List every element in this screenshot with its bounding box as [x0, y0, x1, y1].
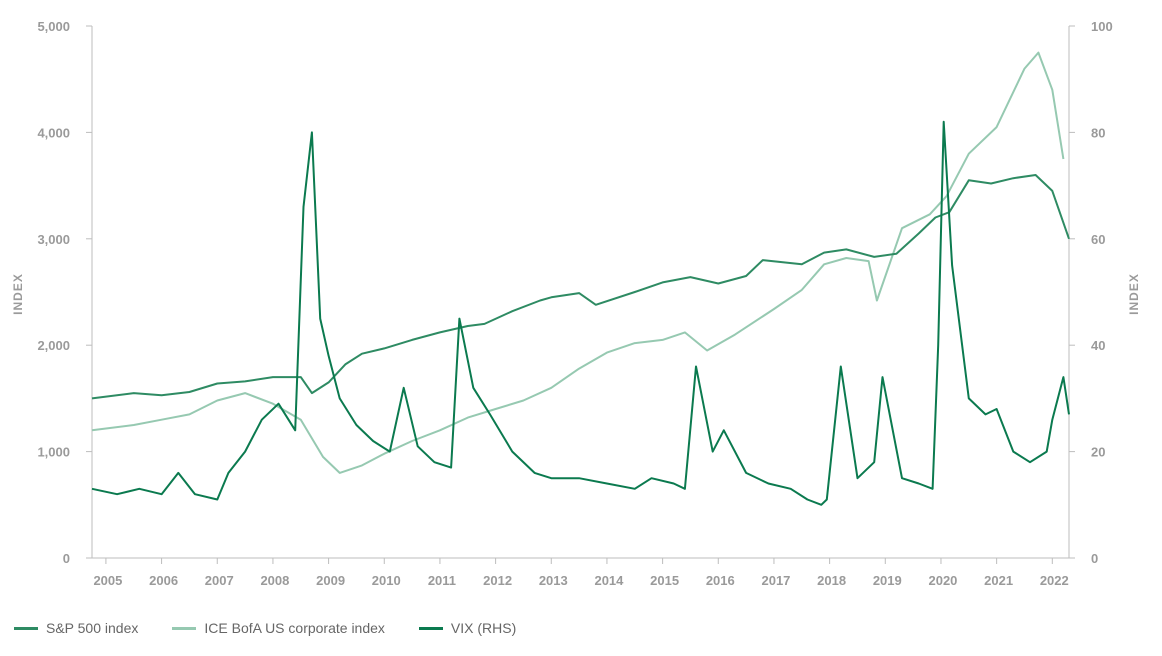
- x-tick-label: 2016: [706, 573, 735, 588]
- x-tick-label: 2014: [594, 573, 624, 588]
- x-tick-label: 2022: [1040, 573, 1069, 588]
- legend-item-corporate: ICE BofA US corporate index: [172, 620, 385, 636]
- x-tick-label: 2006: [149, 573, 178, 588]
- series-vix-line: [91, 120, 1070, 506]
- x-tick-label: 2011: [428, 573, 456, 588]
- y-axis-left-ticks: 0 1,000 2,000 3,000 4,000 5,000: [37, 19, 92, 566]
- x-tick-label: 2019: [873, 573, 902, 588]
- x-tick-label: 2010: [372, 573, 401, 588]
- y-right-tick-label: 60: [1091, 232, 1105, 247]
- y-axis-right-title: INDEX: [1127, 273, 1141, 315]
- y-left-tick-label: 5,000: [37, 19, 70, 34]
- x-tick-label: 2013: [539, 573, 568, 588]
- y-left-tick-label: 2,000: [37, 338, 70, 353]
- y-right-tick-label: 80: [1091, 125, 1105, 140]
- x-tick-label: 2009: [316, 573, 345, 588]
- x-tick-label: 2008: [260, 573, 289, 588]
- x-tick-label: 2020: [928, 573, 957, 588]
- legend-label-sp500: S&P 500 index: [46, 620, 139, 636]
- series-sp500-line: [91, 174, 1070, 400]
- y-axis-right-ticks: 0 20 40 60 80 100: [1069, 19, 1113, 566]
- y-right-tick-label: 0: [1091, 551, 1098, 566]
- y-right-tick-label: 20: [1091, 445, 1105, 460]
- y-left-tick-label: 1,000: [37, 445, 70, 460]
- y-right-tick-label: 40: [1091, 338, 1105, 353]
- legend-item-vix: VIX (RHS): [418, 620, 517, 636]
- series-layer: [91, 51, 1070, 506]
- y-left-tick-label: 0: [63, 551, 70, 566]
- y-left-tick-label: 4,000: [37, 125, 70, 140]
- x-tick-label: 2012: [483, 573, 512, 588]
- x-tick-label: 2021: [984, 573, 1013, 588]
- x-axis-ticks: 2005 2006 2007 2008 2009 2010 2011 2012 2013 2014…: [93, 558, 1069, 588]
- legend-swatch-corporate: [172, 626, 197, 630]
- legend-label-vix: VIX (RHS): [450, 620, 517, 636]
- legend: S&P 500 index ICE BofA US corporate inde…: [14, 620, 516, 636]
- series-corporate-line: [91, 51, 1065, 474]
- x-tick-label: 2017: [761, 573, 790, 588]
- x-tick-label: 2005: [93, 573, 122, 588]
- y-left-tick-label: 3,000: [37, 232, 70, 247]
- legend-item-sp500: S&P 500 index: [14, 620, 138, 636]
- x-tick-label: 2018: [817, 573, 846, 588]
- y-right-tick-label: 100: [1091, 19, 1113, 34]
- y-axis-left-title: INDEX: [11, 273, 25, 315]
- x-tick-label: 2007: [205, 573, 234, 588]
- x-tick-label: 2015: [650, 573, 679, 588]
- legend-label-corporate: ICE BofA US corporate index: [204, 620, 385, 636]
- legend-swatch-vix: [418, 626, 443, 630]
- legend-swatch-sp500: [14, 626, 38, 630]
